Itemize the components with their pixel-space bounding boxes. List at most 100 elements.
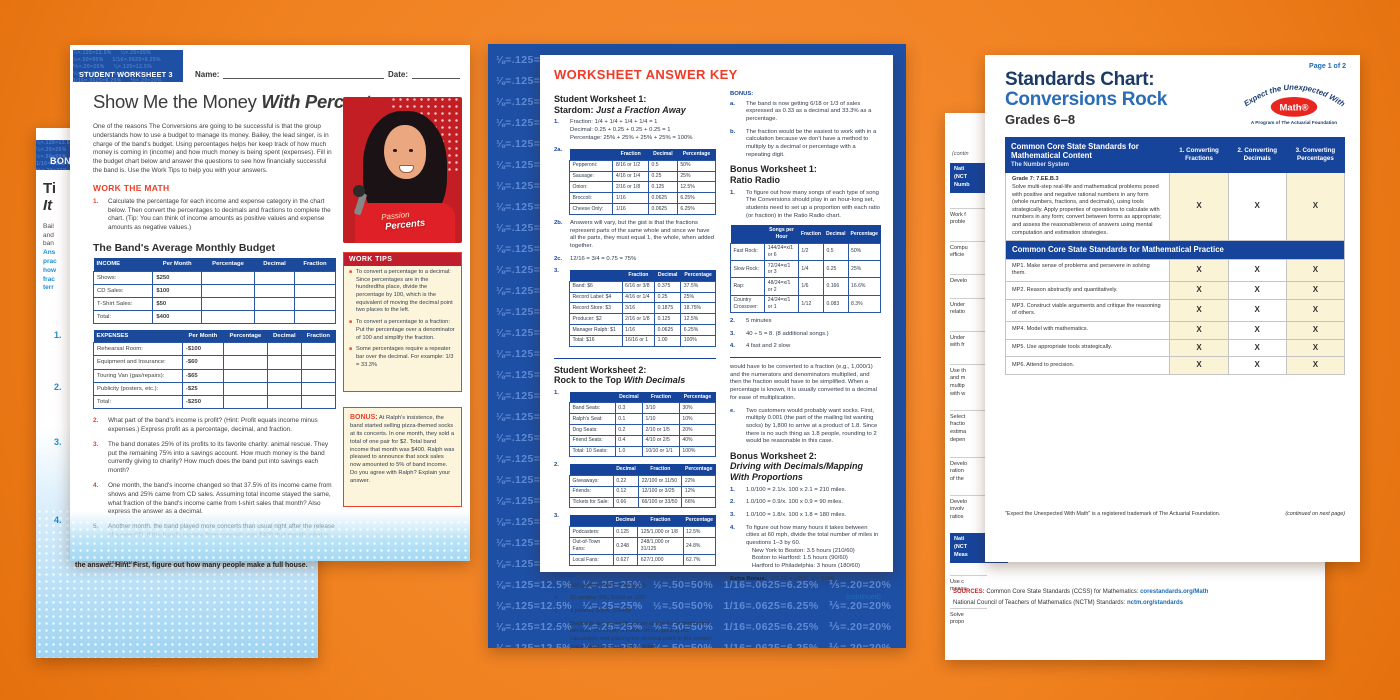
item-number: 2a. [554, 147, 563, 154]
table-cell: MP6. Attend to precision. [1004, 356, 1171, 376]
item-text: 1 person: 0.1%; 1/1000 [570, 608, 631, 615]
table-cell: 0.3 [614, 402, 644, 415]
table-cell: Dog Seats: [569, 424, 616, 436]
bonus-label: BONUS: [554, 573, 578, 579]
list-item: 3. 40 ÷ 5 = 8. (8 additional songs.) [730, 331, 881, 339]
table-row: Slow Rock: 72/24=x/1 or 3 1/4 0.25 25% [729, 259, 882, 279]
continuation-paragraph: would have to be converted to a fraction… [730, 364, 878, 401]
table-cell: 1/6 [797, 277, 824, 296]
table-cell: Percentage [223, 330, 268, 343]
item-text: 50 people: 5%; 5/100 or 1/20 [570, 595, 646, 602]
table-cell [300, 368, 337, 383]
item-text: 12/16 = 3/4 = 0.75 = 75% [570, 255, 637, 262]
data-table: Fraction Decimal Percentage Band: $6 6/16 or… [569, 270, 716, 347]
ws2-answer-1: 1. Decimal Fraction Percentage Band Seats: 0… [554, 390, 717, 463]
table-cell: 18.75% [680, 302, 716, 315]
item-text: Fraction: 1/4 + 1/4 + 1/4 + 1/4 = 1 Deci… [570, 119, 693, 141]
table-cell [300, 355, 337, 370]
bw1-answers-2-4: 2. 5 minutes 3. 40 ÷ 5 = 8. (8 additional s… [730, 318, 881, 351]
table-cell: 12% [681, 485, 716, 498]
bonus-answers-right: a. The band is now getting 6/18 or 1/3 of… [730, 101, 881, 160]
table-cell: Fraction [301, 330, 336, 343]
worksheet-tab-label: STUDENT WORKSHEET 3 [79, 70, 173, 79]
table-cell: 6.25% [676, 203, 717, 215]
table-header-row: Decimal Fraction Percentage [569, 515, 716, 527]
answer-key-right-column: BONUS: a. The band is now getting 6/18 or… [729, 89, 882, 603]
nctm-link[interactable]: nctm.org/standards [1126, 599, 1183, 606]
fans-table: Decimal Fraction Percentage Podcasters: 0.12… [569, 513, 717, 571]
table-header-row: Decimal Fraction Percentage [569, 464, 716, 476]
table-row: Broccoli: 1/16 0.0625 6.25% [568, 192, 717, 205]
text-fragment: frac [43, 276, 55, 283]
table-cell: 0.0625 [654, 323, 682, 336]
table-cell: 4/16 or 1/4 [621, 291, 656, 304]
item-number: Extra Bonus: [730, 575, 767, 582]
table-cell: Out-of-Town Fans: [569, 536, 614, 556]
page-bottom-band [70, 511, 470, 561]
table-cell [222, 342, 269, 357]
item-text: 1/1.02 = x/800. x = $784. [770, 575, 836, 582]
table-cell: X [1285, 298, 1346, 322]
table-row: Onion: 2/16 or 1/8 0.125 12.5% [568, 181, 717, 194]
extra-bonus-answer: Extra Bonus: 1/1.02 = x/800. x = $784. [730, 576, 881, 584]
table-cell: Total: [92, 310, 154, 325]
item-number: 3. [554, 513, 559, 520]
intro-paragraph: One of the reasons The Conversions are g… [93, 123, 332, 175]
work-tips-header: WORK TIPS [344, 253, 461, 266]
table-cell: Sausage: [568, 170, 614, 183]
sources-label: SOURCES: [953, 589, 985, 595]
table-row: Fast Rock: 144/24=x/1 or 6 1/2 0.5 50% [729, 242, 882, 261]
table-row: Record Store: $3 3/16 0.1875 18.75% [569, 302, 716, 315]
ws2-heading: Student Worksheet 2: Rock to the Top Wit… [554, 365, 716, 386]
table-cell: T-Shirt Sales: [92, 296, 154, 312]
data-table: Decimal Fraction Percentage Giveaways: 0.22 2… [569, 464, 716, 509]
table-cell: Decimal [254, 258, 295, 272]
table-cell: 50% [676, 159, 717, 172]
table-row: Podcasters: 0.125 125/1,000 or 1/8 12.5% [569, 526, 717, 538]
logo-red-oval [1270, 96, 1318, 117]
standards-chart-page: Page 1 of 2 Standards Chart: Conversions… [985, 55, 1360, 562]
table-cell: Tickets for Sale: [569, 496, 614, 509]
table-cell: Podcasters: [569, 526, 614, 538]
table-cell: 12/100 or 3/25 [638, 485, 683, 498]
item-number: 4. [93, 482, 99, 489]
table-cell: MP2. Reason abstractly and quantitativel… [1004, 280, 1171, 300]
table-cell: Onion: [568, 181, 614, 194]
item-number: a. [730, 100, 735, 107]
answer-key-left-column: Student Worksheet 1: Stardom: Just a Fra… [554, 89, 717, 656]
table-cell: Slow Rock: [729, 259, 766, 279]
corestandards-link[interactable]: corestandards.org/Math [1140, 589, 1209, 595]
item-text: The band is now getting 6/18 or 1/3 of s… [746, 100, 872, 123]
grade-standard-row: Grade 7: 7.EE.B.3 Solve multi-step real-… [1004, 171, 1346, 242]
singer-eye [393, 149, 397, 152]
list-item: e. Two customers would probably want sock… [730, 408, 881, 446]
table-cell: -$60 [181, 355, 224, 370]
worksheet-body: One of the reasons The Conversions are g… [92, 123, 337, 573]
standards-row-fragment: Select fractio estima depen [950, 410, 987, 445]
table-cell: 0.166 [822, 277, 849, 296]
list-item: 1. 1.0/100 = 2.1/x. 100 x 2.1 = 210 miles… [730, 487, 881, 495]
list-item: 2b. Answers will vary, but the gist is th… [554, 220, 716, 251]
table-cell [569, 515, 614, 527]
text-fragment: how [43, 267, 56, 274]
table-cell: CD Sales: [92, 283, 154, 298]
table-cell: Rehearsal Room: [93, 342, 183, 357]
table-cell: Broccoli: [568, 192, 614, 205]
table-cell: 1.00 [654, 334, 682, 347]
table-cell: 0.5 [822, 242, 849, 261]
table-cell: Fraction [642, 391, 680, 403]
table-cell [569, 464, 614, 476]
item-number: 3. [730, 330, 735, 337]
table-cell: X [1169, 338, 1229, 358]
bonus-label: BONUS: [350, 414, 378, 421]
budget-table-title: The Band's Average Monthly Budget [93, 242, 275, 254]
text-fragment: and [43, 232, 54, 239]
table-cell: 8.3% [847, 294, 882, 314]
table-cell: 50% [847, 242, 882, 261]
item-text: What part of the band's income is profit… [108, 417, 318, 433]
worksheet-answer-key-page: WORKSHEET ANSWER KEY Student Worksheet 1… [540, 55, 893, 650]
table-cell: 12.5% [676, 181, 717, 194]
item-number: d. [554, 620, 560, 627]
item-number: 1. [730, 189, 735, 196]
item-text: Calculate the percentage for each income… [108, 197, 331, 232]
